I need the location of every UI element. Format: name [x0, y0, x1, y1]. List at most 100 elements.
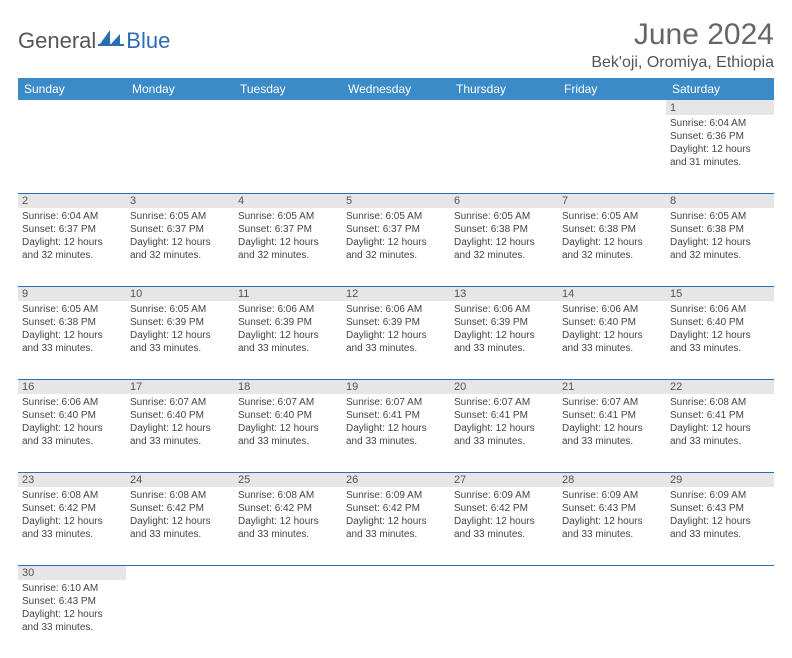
sunrise-text: Sunrise: 6:05 AM [670, 210, 770, 223]
day-cell: Sunrise: 6:07 AMSunset: 6:41 PMDaylight:… [342, 394, 450, 472]
calendar-table: SundayMondayTuesdayWednesdayThursdayFrid… [18, 78, 774, 658]
daynum-cell [450, 100, 558, 115]
sunrise-text: Sunrise: 6:07 AM [562, 396, 662, 409]
daynum-row: 23242526272829 [18, 472, 774, 487]
day-cell: Sunrise: 6:08 AMSunset: 6:42 PMDaylight:… [126, 487, 234, 565]
day-cell [342, 115, 450, 193]
sunrise-text: Sunrise: 6:05 AM [22, 303, 122, 316]
daylight-text: Daylight: 12 hours and 32 minutes. [562, 236, 662, 262]
title-block: June 2024 Bek'oji, Oromiya, Ethiopia [591, 18, 774, 72]
sunrise-text: Sunrise: 6:06 AM [670, 303, 770, 316]
sunrise-text: Sunrise: 6:09 AM [670, 489, 770, 502]
daynum-row: 9101112131415 [18, 286, 774, 301]
daynum-row: 1 [18, 100, 774, 115]
sunset-text: Sunset: 6:37 PM [130, 223, 230, 236]
sunset-text: Sunset: 6:38 PM [670, 223, 770, 236]
sunset-text: Sunset: 6:41 PM [346, 409, 446, 422]
sunset-text: Sunset: 6:39 PM [346, 316, 446, 329]
sunset-text: Sunset: 6:39 PM [130, 316, 230, 329]
sunrise-text: Sunrise: 6:07 AM [346, 396, 446, 409]
sunset-text: Sunset: 6:41 PM [454, 409, 554, 422]
daynum-cell: 30 [18, 565, 126, 580]
sunset-text: Sunset: 6:37 PM [238, 223, 338, 236]
day-cell [450, 115, 558, 193]
week-row: Sunrise: 6:06 AMSunset: 6:40 PMDaylight:… [18, 394, 774, 472]
day-cell: Sunrise: 6:06 AMSunset: 6:39 PMDaylight:… [234, 301, 342, 379]
daynum-cell: 23 [18, 472, 126, 487]
day-cell [450, 580, 558, 658]
day-cell [234, 580, 342, 658]
day-cell: Sunrise: 6:07 AMSunset: 6:40 PMDaylight:… [126, 394, 234, 472]
daynum-cell: 2 [18, 193, 126, 208]
daylight-text: Daylight: 12 hours and 33 minutes. [670, 422, 770, 448]
day-cell: Sunrise: 6:05 AMSunset: 6:39 PMDaylight:… [126, 301, 234, 379]
daynum-cell: 12 [342, 286, 450, 301]
day-cell: Sunrise: 6:05 AMSunset: 6:38 PMDaylight:… [450, 208, 558, 286]
daylight-text: Daylight: 12 hours and 33 minutes. [238, 515, 338, 541]
day-cell [666, 580, 774, 658]
daynum-cell [18, 100, 126, 115]
day-cell: Sunrise: 6:06 AMSunset: 6:40 PMDaylight:… [558, 301, 666, 379]
daylight-text: Daylight: 12 hours and 33 minutes. [670, 329, 770, 355]
daynum-cell: 22 [666, 379, 774, 394]
daylight-text: Daylight: 12 hours and 33 minutes. [346, 422, 446, 448]
daylight-text: Daylight: 12 hours and 32 minutes. [22, 236, 122, 262]
sunset-text: Sunset: 6:42 PM [130, 502, 230, 515]
daynum-cell [126, 100, 234, 115]
sunrise-text: Sunrise: 6:10 AM [22, 582, 122, 595]
sunset-text: Sunset: 6:43 PM [22, 595, 122, 608]
day-cell: Sunrise: 6:08 AMSunset: 6:42 PMDaylight:… [18, 487, 126, 565]
week-row: Sunrise: 6:04 AMSunset: 6:36 PMDaylight:… [18, 115, 774, 193]
day-cell [342, 580, 450, 658]
daynum-cell: 1 [666, 100, 774, 115]
sunrise-text: Sunrise: 6:09 AM [346, 489, 446, 502]
sunrise-text: Sunrise: 6:09 AM [562, 489, 662, 502]
daynum-cell: 6 [450, 193, 558, 208]
day-cell [558, 115, 666, 193]
daynum-cell: 14 [558, 286, 666, 301]
sunrise-text: Sunrise: 6:05 AM [562, 210, 662, 223]
daylight-text: Daylight: 12 hours and 32 minutes. [346, 236, 446, 262]
day-cell: Sunrise: 6:10 AMSunset: 6:43 PMDaylight:… [18, 580, 126, 658]
sunset-text: Sunset: 6:38 PM [454, 223, 554, 236]
daynum-cell [126, 565, 234, 580]
sunset-text: Sunset: 6:42 PM [454, 502, 554, 515]
daynum-cell: 5 [342, 193, 450, 208]
daynum-cell [558, 100, 666, 115]
week-row: Sunrise: 6:10 AMSunset: 6:43 PMDaylight:… [18, 580, 774, 658]
logo-text-blue: Blue [126, 28, 170, 54]
daynum-cell [342, 565, 450, 580]
day-cell: Sunrise: 6:06 AMSunset: 6:40 PMDaylight:… [18, 394, 126, 472]
sunset-text: Sunset: 6:38 PM [562, 223, 662, 236]
daylight-text: Daylight: 12 hours and 33 minutes. [562, 422, 662, 448]
sunset-text: Sunset: 6:39 PM [238, 316, 338, 329]
day-cell: Sunrise: 6:07 AMSunset: 6:41 PMDaylight:… [558, 394, 666, 472]
daynum-cell: 26 [342, 472, 450, 487]
day-cell [234, 115, 342, 193]
dayname-cell: Saturday [666, 78, 774, 100]
dayname-cell: Wednesday [342, 78, 450, 100]
sunset-text: Sunset: 6:38 PM [22, 316, 122, 329]
day-cell: Sunrise: 6:05 AMSunset: 6:38 PMDaylight:… [558, 208, 666, 286]
week-row: Sunrise: 6:05 AMSunset: 6:38 PMDaylight:… [18, 301, 774, 379]
daylight-text: Daylight: 12 hours and 33 minutes. [562, 515, 662, 541]
day-cell: Sunrise: 6:04 AMSunset: 6:36 PMDaylight:… [666, 115, 774, 193]
dayname-cell: Tuesday [234, 78, 342, 100]
dayname-cell: Friday [558, 78, 666, 100]
day-cell [558, 580, 666, 658]
sunrise-text: Sunrise: 6:06 AM [22, 396, 122, 409]
sunset-text: Sunset: 6:42 PM [346, 502, 446, 515]
logo-text-general: General [18, 28, 96, 54]
daylight-text: Daylight: 12 hours and 33 minutes. [22, 329, 122, 355]
sunset-text: Sunset: 6:43 PM [670, 502, 770, 515]
day-cell: Sunrise: 6:08 AMSunset: 6:41 PMDaylight:… [666, 394, 774, 472]
daylight-text: Daylight: 12 hours and 32 minutes. [454, 236, 554, 262]
day-cell [126, 580, 234, 658]
dayname-row: SundayMondayTuesdayWednesdayThursdayFrid… [18, 78, 774, 100]
logo: General Blue [18, 28, 170, 54]
week-row: Sunrise: 6:04 AMSunset: 6:37 PMDaylight:… [18, 208, 774, 286]
daynum-cell [234, 100, 342, 115]
sunrise-text: Sunrise: 6:07 AM [454, 396, 554, 409]
daynum-cell [342, 100, 450, 115]
sunrise-text: Sunrise: 6:08 AM [670, 396, 770, 409]
